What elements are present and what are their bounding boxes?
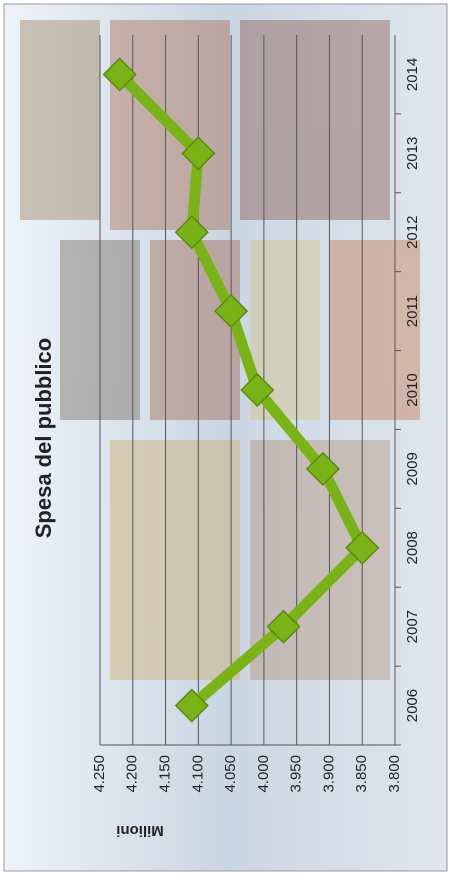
y-axis-label: Milioni: [116, 822, 164, 839]
x-tick-label: 2014: [404, 58, 421, 91]
y-tick-label: 4.000: [255, 755, 272, 793]
x-tick-label: 2012: [404, 216, 421, 249]
x-tick-label: 2007: [404, 610, 421, 643]
x-tick-label: 2006: [404, 689, 421, 722]
x-tick-label: 2013: [404, 137, 421, 170]
x-tick-label: 2008: [404, 531, 421, 564]
y-tick-label: 4.250: [91, 755, 108, 793]
chart-title: Spesa del pubblico: [31, 338, 56, 538]
point-marker: [214, 294, 249, 329]
chart-background: [3, 3, 448, 872]
point-marker: [305, 451, 340, 486]
y-tick-label: 4.150: [157, 755, 174, 793]
point-marker: [174, 215, 209, 250]
y-tick-label: 4.050: [222, 755, 239, 793]
y-tick-label: 3.950: [288, 755, 305, 793]
point-marker: [240, 372, 275, 408]
point-marker: [102, 57, 137, 92]
x-tick-label: 2011: [404, 295, 421, 327]
point-marker: [266, 609, 301, 644]
x-tick-label: 2009: [404, 452, 421, 485]
y-tick-label: 4.100: [189, 755, 206, 793]
y-tick-label: 3.900: [320, 755, 337, 793]
y-tick-label: 3.800: [386, 755, 403, 793]
background-collage: [20, 20, 420, 680]
y-tick-label: 4.200: [124, 755, 141, 793]
rotated-plot: Spesa del pubblico Milioni 3.800 3.850 3.9…: [31, 35, 421, 839]
x-tick-label: 2010: [404, 373, 421, 406]
point-marker: [181, 136, 216, 171]
point-marker: [174, 688, 209, 723]
y-tick-label: 3.850: [353, 755, 370, 793]
point-marker: [345, 530, 380, 565]
